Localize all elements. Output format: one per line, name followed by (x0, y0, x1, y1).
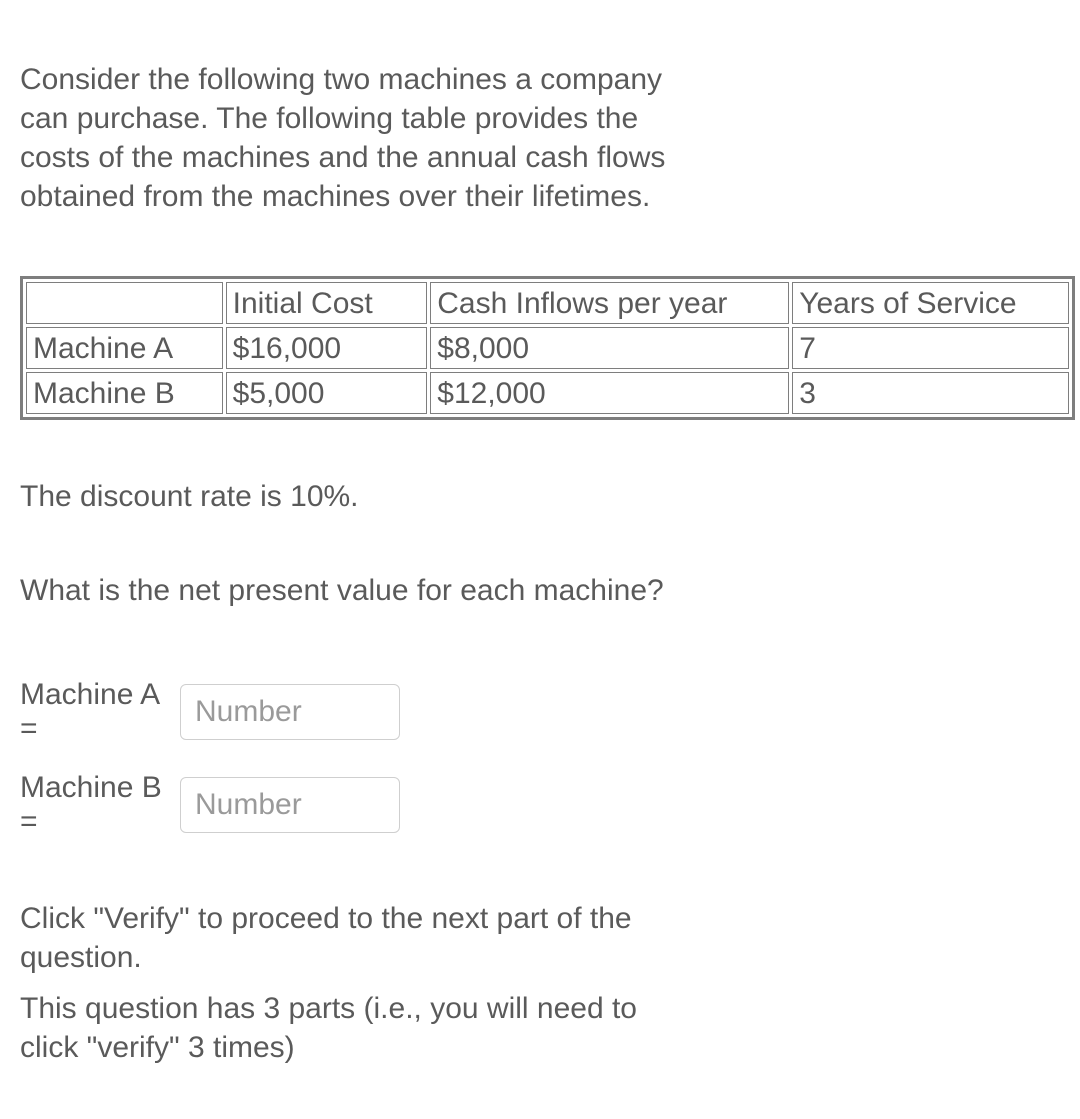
cell-machine-a-label: Machine A (26, 327, 223, 369)
input-row-machine-a: Machine A = (20, 678, 1060, 746)
table-row: Machine B $5,000 $12,000 3 (26, 372, 1069, 414)
instructions-block: Click "Verify" to proceed to the next pa… (20, 899, 700, 1067)
question-text: What is the net present value for each m… (20, 574, 1060, 608)
machine-a-input[interactable] (180, 684, 400, 740)
table-header-row: Initial Cost Cash Inflows per year Years… (26, 282, 1069, 324)
discount-rate-text: The discount rate is 10%. (20, 480, 1060, 514)
cell-machine-a-inflows: $8,000 (430, 327, 789, 369)
cell-machine-b-inflows: $12,000 (430, 372, 789, 414)
cost-table: Initial Cost Cash Inflows per year Years… (20, 276, 1075, 420)
cell-machine-b-label: Machine B (26, 372, 223, 414)
question-page: Consider the following two machines a co… (0, 0, 1080, 1119)
cell-machine-a-cost: $16,000 (226, 327, 428, 369)
cell-machine-b-cost: $5,000 (226, 372, 428, 414)
instruction-line-2: This question has 3 parts (i.e., you wil… (20, 989, 700, 1067)
machine-b-input[interactable] (180, 777, 400, 833)
table-row: Machine A $16,000 $8,000 7 (26, 327, 1069, 369)
input-row-machine-b: Machine B = (20, 771, 1060, 839)
machine-a-input-label: Machine A = (20, 678, 180, 746)
header-years-service: Years of Service (792, 282, 1069, 324)
machine-b-input-label: Machine B = (20, 771, 180, 839)
instruction-line-1: Click "Verify" to proceed to the next pa… (20, 899, 700, 977)
cell-machine-b-years: 3 (792, 372, 1069, 414)
cell-machine-a-years: 7 (792, 327, 1069, 369)
intro-paragraph: Consider the following two machines a co… (20, 60, 700, 216)
header-cash-inflows: Cash Inflows per year (430, 282, 789, 324)
header-initial-cost: Initial Cost (226, 282, 428, 324)
header-blank (26, 282, 223, 324)
